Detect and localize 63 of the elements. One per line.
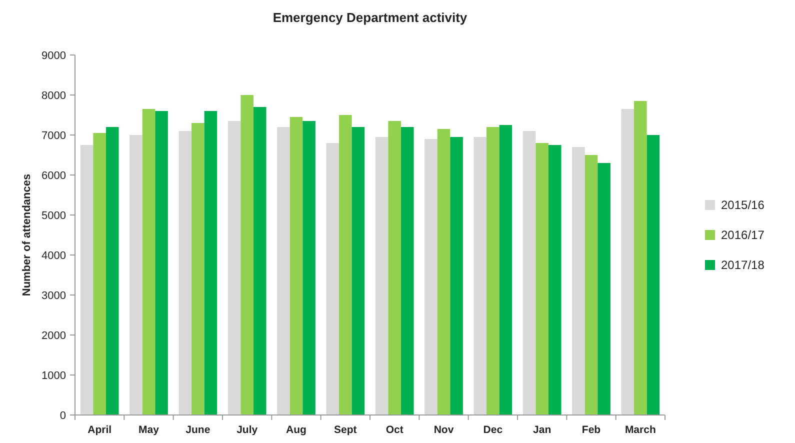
x-tick-label: Nov [434, 424, 454, 436]
bar [474, 137, 487, 415]
bar [142, 109, 156, 415]
y-tick-label: 1000 [42, 370, 66, 382]
x-tick-label: April [88, 424, 112, 436]
bar [253, 107, 266, 415]
bar [584, 155, 598, 415]
bar [352, 127, 365, 415]
bar [339, 115, 352, 415]
bar [93, 133, 106, 415]
legend-label: 2017/18 [721, 258, 765, 272]
bar [572, 147, 585, 415]
bar [400, 127, 414, 415]
bar [130, 135, 142, 415]
bar [598, 163, 610, 415]
bar [80, 145, 94, 415]
x-tick-label: Sept [334, 424, 358, 436]
x-tick-label: Feb [582, 424, 601, 436]
x-tick-label: May [138, 424, 160, 436]
y-tick-label: 2000 [42, 330, 66, 342]
bar [277, 127, 290, 415]
bar [240, 95, 254, 415]
bar [548, 145, 562, 415]
x-tick-label: Dec [483, 424, 503, 436]
bar [437, 129, 450, 415]
bar [536, 143, 548, 415]
y-tick-label: 8000 [42, 90, 66, 102]
bar [326, 143, 340, 415]
x-tick-label: July [236, 424, 258, 436]
bar [178, 131, 192, 415]
legend-label: 2016/17 [721, 228, 765, 242]
bar [621, 109, 634, 415]
y-tick-label: 5000 [42, 210, 66, 222]
bar [375, 137, 388, 415]
bar [204, 111, 218, 415]
x-tick-label: March [624, 424, 656, 436]
bar [486, 127, 500, 415]
bar [302, 121, 316, 415]
y-tick-label: 0 [60, 410, 66, 422]
y-tick-label: 9000 [42, 50, 66, 62]
x-tick-label: Jan [533, 424, 552, 436]
x-tick-label: Oct [386, 424, 404, 436]
bar [634, 101, 647, 415]
x-tick-label: June [186, 424, 210, 436]
chart-title: Emergency Department activity [272, 10, 468, 25]
y-tick-label: 6000 [42, 170, 66, 182]
bar [522, 131, 536, 415]
legend-label: 2015/16 [721, 198, 765, 212]
bar [388, 121, 401, 415]
x-tick-label: Aug [286, 424, 306, 436]
y-tick-label: 4000 [42, 250, 66, 262]
y-tick-label: 3000 [42, 290, 66, 302]
bar [106, 127, 119, 415]
y-tick-label: 7000 [42, 130, 66, 142]
bar [450, 137, 463, 415]
bar [646, 135, 660, 415]
bar [155, 111, 168, 415]
bar [290, 117, 303, 415]
bar [499, 125, 512, 415]
bar [228, 121, 241, 415]
bar [424, 139, 438, 415]
y-axis-title: Number of attendances [21, 174, 33, 296]
bar [192, 123, 204, 415]
